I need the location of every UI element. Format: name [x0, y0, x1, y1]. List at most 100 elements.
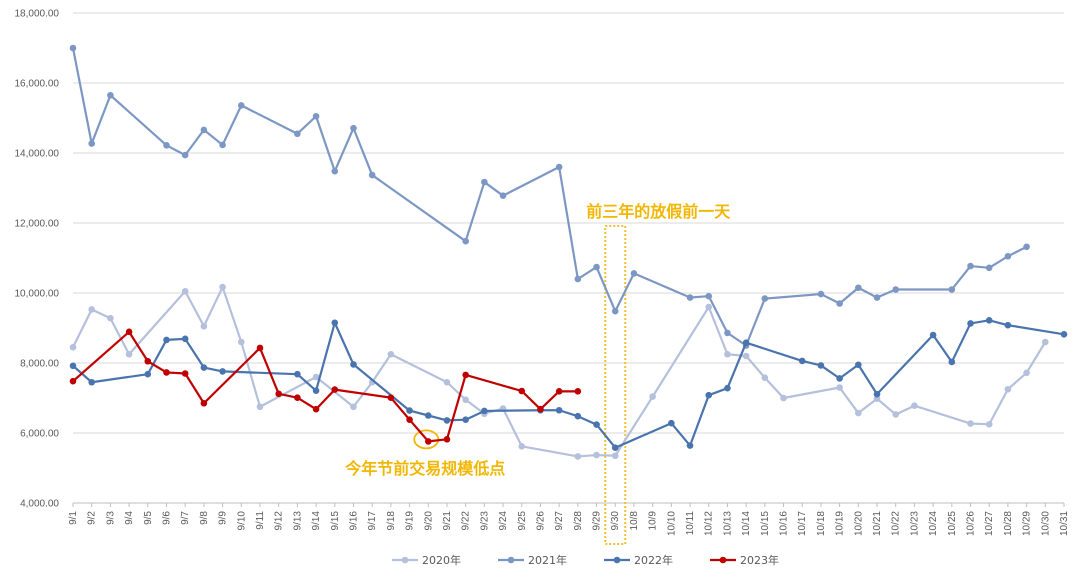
- data-point: [294, 370, 301, 378]
- x-tick-label: 10/8: [629, 511, 640, 531]
- data-point: [88, 378, 95, 386]
- x-tick-label: 10/25: [947, 511, 958, 536]
- data-point: [929, 331, 937, 339]
- x-tick-label: 10/19: [835, 511, 846, 536]
- data-point: [237, 102, 245, 109]
- data-point: [69, 377, 77, 385]
- series-line: [72, 319, 1065, 449]
- data-point: [219, 283, 226, 291]
- x-tick-label: 9/7: [180, 511, 191, 525]
- x-tick-label: 9/26: [535, 511, 546, 531]
- data-point: [1042, 338, 1049, 346]
- data-point: [350, 124, 357, 132]
- data-point: [387, 394, 395, 401]
- x-tick-label: 10/24: [928, 511, 939, 536]
- x-tick-label: 10/22: [891, 511, 902, 536]
- data-point: [481, 178, 488, 186]
- data-point: [836, 300, 843, 307]
- legend-marker: [401, 556, 409, 564]
- data-point: [911, 402, 918, 410]
- data-point: [163, 142, 170, 149]
- data-point: [574, 275, 582, 283]
- x-tick-label: 9/3: [105, 511, 116, 525]
- data-point: [107, 91, 114, 99]
- legend-item: 2020年: [392, 553, 461, 567]
- y-tick-label: 18,000.00: [15, 9, 60, 20]
- data-point: [219, 141, 226, 149]
- x-tick-label: 9/2: [87, 511, 98, 525]
- x-tick-label: 9/16: [348, 511, 359, 531]
- data-point: [443, 378, 451, 386]
- series-1: [69, 283, 1049, 460]
- x-tick-label: 10/12: [704, 511, 715, 536]
- data-point: [200, 364, 208, 371]
- y-tick-label: 16,000.00: [15, 79, 60, 90]
- x-tick-label: 9/24: [498, 511, 509, 531]
- x-tick-label: 9/19: [405, 511, 416, 531]
- data-point: [368, 171, 376, 179]
- x-tick-label: 9/17: [367, 511, 378, 531]
- x-tick-label: 10/16: [779, 511, 790, 536]
- x-tick-label: 9/1: [68, 511, 79, 525]
- data-point: [350, 403, 357, 411]
- x-tick-label: 10/29: [1022, 511, 1033, 536]
- data-point: [312, 373, 320, 381]
- data-point: [761, 374, 769, 382]
- y-tick-label: 14,000.00: [15, 149, 60, 160]
- data-point: [555, 163, 563, 171]
- data-point: [555, 388, 563, 395]
- legend-item: 2022年: [604, 553, 673, 567]
- x-tick-label: 10/11: [685, 511, 696, 536]
- x-tick-label: 9/29: [592, 511, 603, 531]
- data-point: [200, 322, 208, 330]
- data-point: [780, 394, 787, 402]
- series-line: [71, 47, 1028, 347]
- data-point: [443, 436, 451, 443]
- data-point: [406, 416, 413, 424]
- data-point: [724, 329, 731, 337]
- data-point: [611, 444, 619, 452]
- data-point: [855, 409, 862, 417]
- data-point: [1060, 331, 1068, 338]
- x-tick-label: 10/26: [966, 511, 977, 536]
- data-point: [125, 350, 133, 358]
- data-point: [331, 319, 339, 327]
- series-3: [69, 317, 1068, 452]
- data-point: [181, 335, 189, 343]
- data-point: [1004, 385, 1012, 393]
- data-point: [724, 384, 731, 392]
- data-point: [312, 112, 320, 120]
- data-point: [518, 387, 526, 395]
- data-point: [836, 375, 843, 382]
- x-tick-label: 9/30: [610, 511, 621, 531]
- data-point: [406, 407, 413, 414]
- legend-label: 2020年: [422, 553, 461, 567]
- x-tick-label: 9/8: [199, 511, 210, 525]
- data-point: [817, 362, 825, 369]
- data-point: [88, 306, 95, 313]
- data-point: [873, 395, 881, 403]
- x-tick-label: 9/13: [292, 511, 303, 531]
- data-point: [200, 399, 208, 407]
- data-point: [1004, 321, 1012, 329]
- data-point: [331, 386, 339, 393]
- data-point: [574, 388, 582, 395]
- x-tick-label: 10/31: [1059, 511, 1070, 536]
- x-tick-label: 9/10: [236, 511, 247, 531]
- data-point: [855, 361, 862, 369]
- data-point: [892, 411, 900, 418]
- x-tick-label: 9/21: [442, 511, 453, 531]
- legend-label: 2023年: [740, 553, 779, 567]
- data-point: [125, 328, 133, 336]
- gridlines: [73, 12, 1064, 504]
- data-point: [256, 344, 264, 352]
- data-point: [163, 369, 170, 376]
- x-tick-label: 10/23: [909, 511, 920, 536]
- data-point: [219, 368, 226, 375]
- data-point: [256, 403, 264, 411]
- legend-label: 2022年: [634, 553, 673, 567]
- data-point: [312, 387, 320, 394]
- data-point: [705, 391, 713, 399]
- data-point: [1023, 369, 1030, 377]
